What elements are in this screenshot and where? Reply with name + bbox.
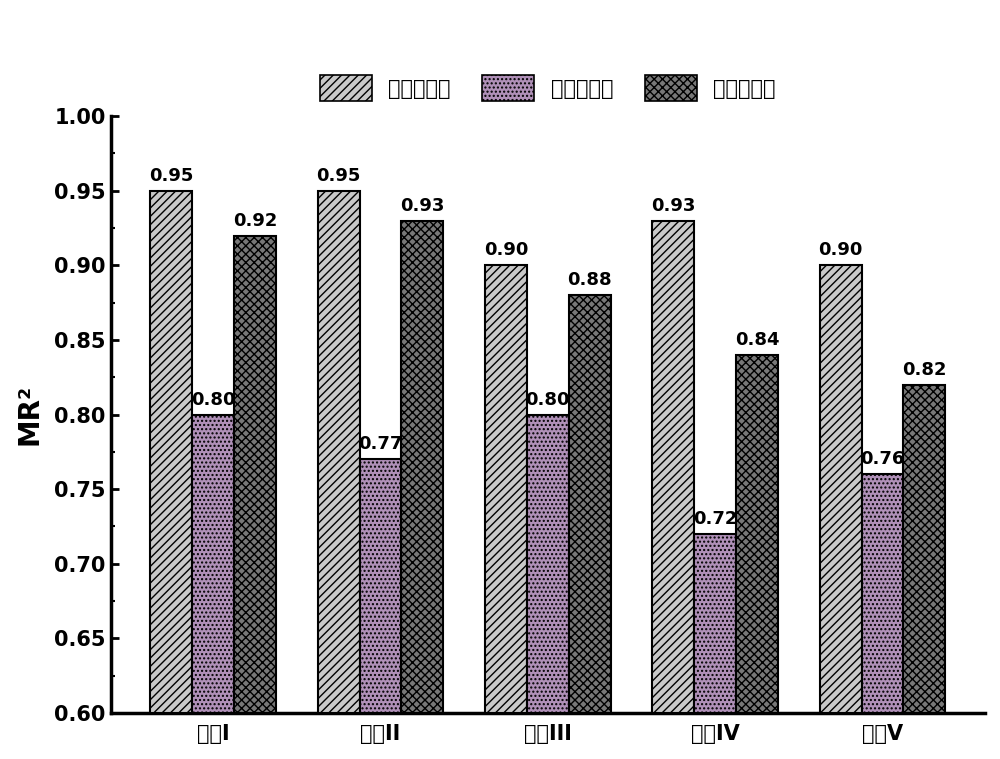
Text: 0.80: 0.80 xyxy=(191,391,235,408)
Bar xyxy=(150,191,192,713)
Text: 0.90: 0.90 xyxy=(484,241,528,260)
Bar xyxy=(569,295,611,713)
Text: 0.93: 0.93 xyxy=(400,197,444,215)
Bar xyxy=(360,459,401,713)
Bar xyxy=(736,355,778,713)
Bar xyxy=(694,534,736,713)
Bar xyxy=(192,414,234,713)
Bar xyxy=(401,221,443,713)
Text: 0.76: 0.76 xyxy=(860,450,905,468)
Bar xyxy=(820,266,862,713)
Text: 0.77: 0.77 xyxy=(358,436,403,453)
Bar xyxy=(485,266,527,713)
Text: 0.95: 0.95 xyxy=(149,167,193,184)
Bar xyxy=(318,191,360,713)
Text: 0.92: 0.92 xyxy=(233,212,277,229)
Text: 0.90: 0.90 xyxy=(818,241,863,260)
Text: 0.84: 0.84 xyxy=(735,331,779,349)
Bar xyxy=(652,221,694,713)
Bar xyxy=(234,235,276,713)
Bar xyxy=(903,385,945,713)
Bar xyxy=(527,414,569,713)
Text: 0.80: 0.80 xyxy=(526,391,570,408)
Y-axis label: MR²: MR² xyxy=(15,384,43,445)
Text: 0.88: 0.88 xyxy=(567,271,612,289)
Legend: 本发明方法, 已有方法一, 已有方法二: 本发明方法, 已有方法一, 已有方法二 xyxy=(311,67,784,109)
Text: 0.95: 0.95 xyxy=(316,167,361,184)
Text: 0.72: 0.72 xyxy=(693,510,737,528)
Bar xyxy=(862,474,903,713)
Text: 0.82: 0.82 xyxy=(902,361,947,379)
Text: 0.93: 0.93 xyxy=(651,197,695,215)
